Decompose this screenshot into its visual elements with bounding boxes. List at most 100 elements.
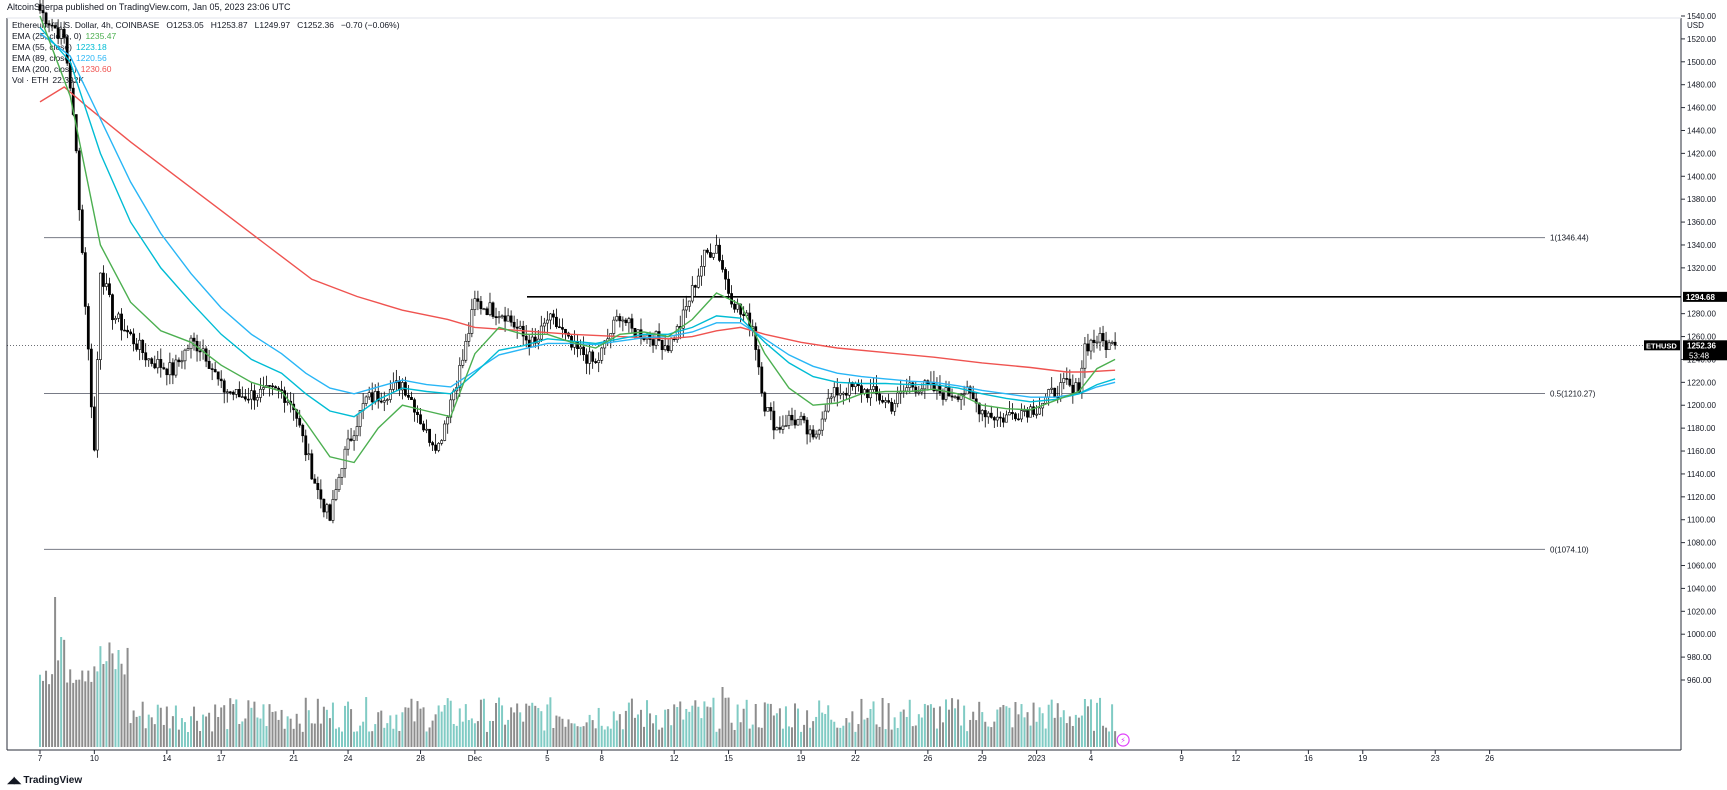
candle — [564, 328, 567, 341]
volume-bar — [893, 717, 896, 747]
symbol-row[interactable]: Ethereum / U.S. Dollar, 4h, COINBASE O12… — [12, 20, 403, 31]
candle-body — [760, 366, 764, 394]
candle — [814, 430, 818, 440]
candle — [346, 429, 350, 456]
candle — [588, 343, 592, 375]
candle — [817, 428, 821, 440]
candle — [1107, 339, 1111, 351]
volume-bar — [929, 704, 932, 747]
volume-bar — [1074, 714, 1077, 747]
candle — [998, 411, 1002, 427]
volume-bar — [45, 670, 48, 747]
candle-body — [594, 361, 598, 364]
volume-bar — [760, 727, 763, 747]
volume-bar — [649, 713, 652, 747]
candle — [790, 407, 794, 426]
volume-bar — [766, 703, 769, 747]
volume-bar — [938, 706, 941, 747]
candle — [71, 81, 75, 117]
candle — [340, 468, 344, 486]
indicator-ema55[interactable]: EMA (55, close) 1223.18 — [12, 42, 403, 53]
candle-body — [539, 325, 543, 340]
candle — [195, 334, 199, 362]
candle — [962, 385, 966, 406]
candle — [781, 415, 785, 434]
volume-bar — [724, 697, 727, 747]
candle-body — [89, 348, 93, 408]
candle-body — [425, 428, 428, 431]
volume-bar — [256, 717, 259, 747]
volume-bar — [202, 714, 205, 747]
candle-body — [772, 410, 776, 431]
candle-body — [947, 387, 951, 397]
volume-bar — [316, 698, 319, 747]
volume-bar — [552, 727, 555, 747]
indicator-volume[interactable]: Vol · ETH 22.392K — [12, 75, 403, 86]
candle-body — [1029, 406, 1032, 418]
candle-body — [675, 326, 679, 340]
volume-bar — [1053, 717, 1056, 747]
candle — [1110, 340, 1114, 345]
volume-bar — [806, 710, 809, 747]
candle-body — [488, 302, 492, 316]
candle-body — [271, 385, 274, 388]
indicator-ema89[interactable]: EMA (89, close) 1220.56 — [12, 53, 403, 64]
candle — [911, 381, 915, 393]
candle-body — [340, 468, 344, 478]
candle-body — [476, 298, 480, 302]
candle — [364, 395, 368, 407]
candle-body — [1068, 378, 1072, 386]
candle — [772, 401, 776, 440]
candle — [382, 391, 386, 412]
candle — [162, 362, 166, 370]
candle-body — [585, 354, 589, 364]
candle — [455, 380, 459, 400]
volume-bar — [661, 727, 664, 747]
candle — [204, 346, 208, 368]
candle-body — [606, 338, 610, 342]
volume-bar — [615, 720, 618, 747]
volume-bar — [800, 731, 803, 747]
volume-bar — [1111, 704, 1114, 747]
candle-body — [621, 319, 625, 322]
volume-bar — [488, 720, 491, 747]
candle — [479, 295, 483, 315]
candle-body — [349, 438, 353, 441]
candle-body — [624, 319, 628, 324]
time-tick-label: 2023 — [1028, 754, 1046, 763]
volume-bar — [600, 725, 603, 747]
indicator-ema200[interactable]: EMA (200, close) 1230.60 — [12, 64, 403, 75]
candle — [857, 379, 860, 392]
candle — [256, 394, 259, 407]
volume-bar — [757, 727, 760, 747]
candle-body — [533, 336, 537, 344]
candle-body — [518, 325, 522, 329]
candle — [319, 479, 323, 509]
candle-body — [893, 403, 897, 412]
time-tick-label: 28 — [416, 754, 425, 763]
tradingview-footer[interactable]: ◢◣ TradingView — [7, 775, 82, 786]
candle-body — [962, 393, 966, 396]
candle-body — [219, 378, 223, 382]
candle — [331, 490, 335, 524]
indicator-ema25[interactable]: EMA (25, close, 0) 1235.47 — [12, 31, 403, 42]
price-tick-label: 1460.00 — [1687, 104, 1716, 113]
candle-body — [1098, 333, 1102, 343]
candle — [385, 398, 389, 405]
candle — [141, 339, 145, 360]
candle — [370, 382, 374, 411]
candle-body — [132, 333, 136, 345]
indicator-label: EMA (55, close) — [12, 42, 72, 52]
candle — [189, 335, 193, 359]
candle — [757, 345, 761, 375]
candle-body — [189, 337, 193, 349]
candle — [594, 358, 598, 364]
symbol-tag — [1644, 340, 1680, 351]
candle — [355, 415, 359, 442]
candle — [117, 311, 120, 323]
candle — [527, 334, 531, 356]
candle — [727, 271, 730, 299]
candle-body — [301, 424, 305, 437]
candle — [250, 382, 253, 410]
